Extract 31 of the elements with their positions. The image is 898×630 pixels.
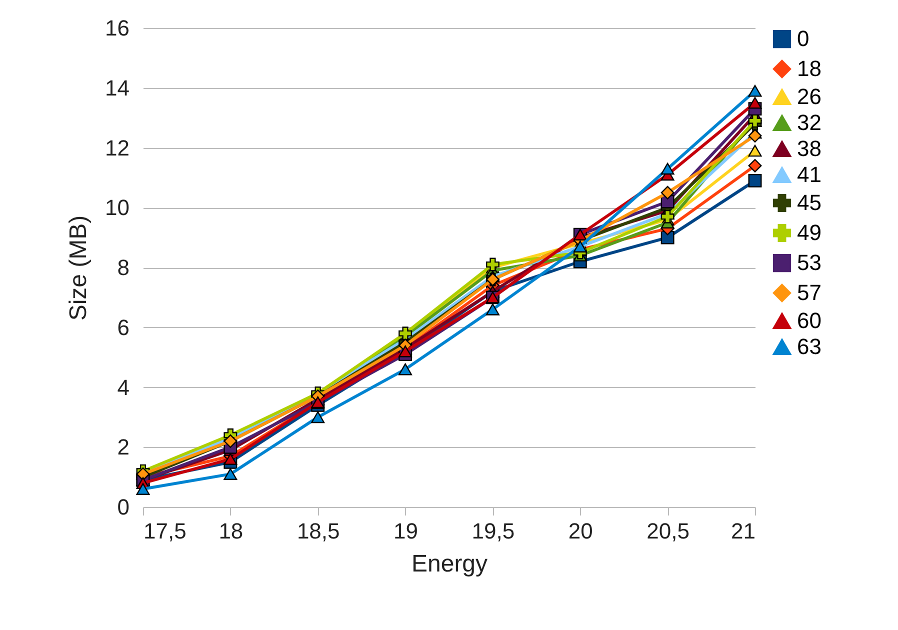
legend-label: 0 — [797, 26, 810, 51]
y-tick-label: 6 — [117, 314, 130, 340]
y-tick-label: 10 — [105, 195, 130, 220]
y-tick-label: 16 — [105, 16, 130, 40]
y-tick-label: 0 — [117, 494, 130, 520]
legend-label: 26 — [797, 84, 822, 109]
x-tick-label: 19 — [394, 518, 418, 544]
y-axis-title: Size (MB) — [65, 215, 92, 321]
x-tick-label: 19,5 — [472, 518, 515, 544]
x-axis-title: Energy — [411, 550, 488, 578]
legend-label: 57 — [797, 280, 822, 305]
legend-label: 32 — [797, 110, 822, 135]
y-tick-label: 4 — [117, 374, 130, 400]
x-tick-label: 20,5 — [646, 518, 690, 544]
legend-label: 45 — [797, 190, 822, 215]
x-tick-label: 18 — [218, 518, 244, 544]
legend-label: 60 — [797, 308, 822, 333]
legend-label: 38 — [797, 136, 822, 161]
legend-label: 41 — [797, 162, 822, 187]
y-tick-label: 8 — [117, 255, 130, 280]
x-tick-label: 18,5 — [296, 518, 340, 544]
x-tick-label: 21 — [731, 518, 756, 544]
x-tick-label: 17,5 — [144, 518, 186, 544]
y-tick-label: 14 — [105, 75, 130, 100]
legend-label: 53 — [797, 250, 822, 275]
legend-label: 63 — [797, 334, 822, 359]
y-tick-label: 12 — [105, 135, 130, 160]
x-tick-label: 20 — [568, 518, 593, 544]
legend-label: 18 — [797, 56, 822, 81]
y-tick-label: 2 — [117, 434, 130, 460]
legend-label: 49 — [797, 220, 822, 245]
